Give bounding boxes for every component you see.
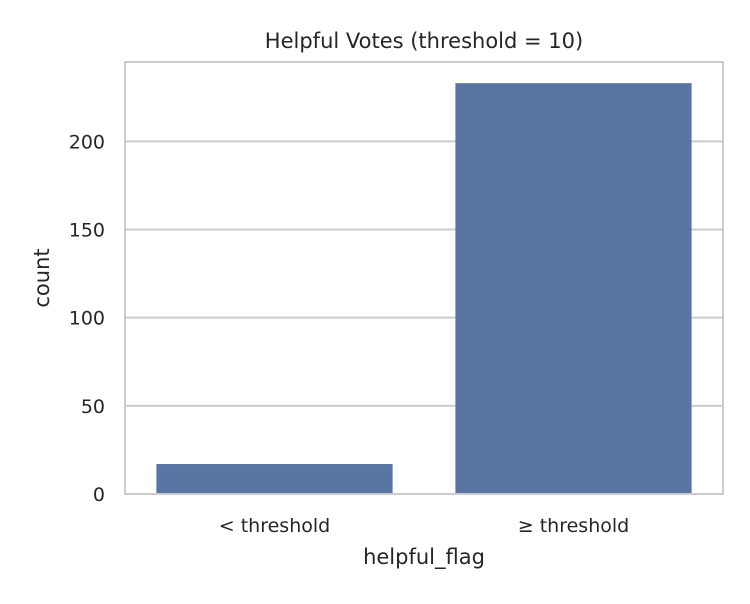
bar (156, 464, 393, 494)
x-tick-labels: < threshold ≥ threshold (219, 515, 629, 537)
y-tick-labels: 0 50 100 150 200 (69, 131, 105, 506)
y-tick-label: 150 (69, 220, 105, 242)
chart-title: Helpful Votes (threshold = 10) (265, 29, 583, 53)
y-axis-label: count (30, 248, 54, 307)
plot-frame (124, 61, 724, 495)
y-tick-label: 0 (93, 484, 105, 506)
y-tick-label: 200 (69, 131, 105, 153)
y-tick-label: 100 (69, 308, 105, 330)
y-tick-label: 50 (81, 396, 105, 418)
bar (455, 83, 692, 495)
x-tick-label: < threshold (219, 515, 330, 537)
bars (156, 83, 692, 495)
x-tick-label: ≥ threshold (518, 515, 629, 537)
x-axis-label: helpful_flag (363, 545, 485, 570)
